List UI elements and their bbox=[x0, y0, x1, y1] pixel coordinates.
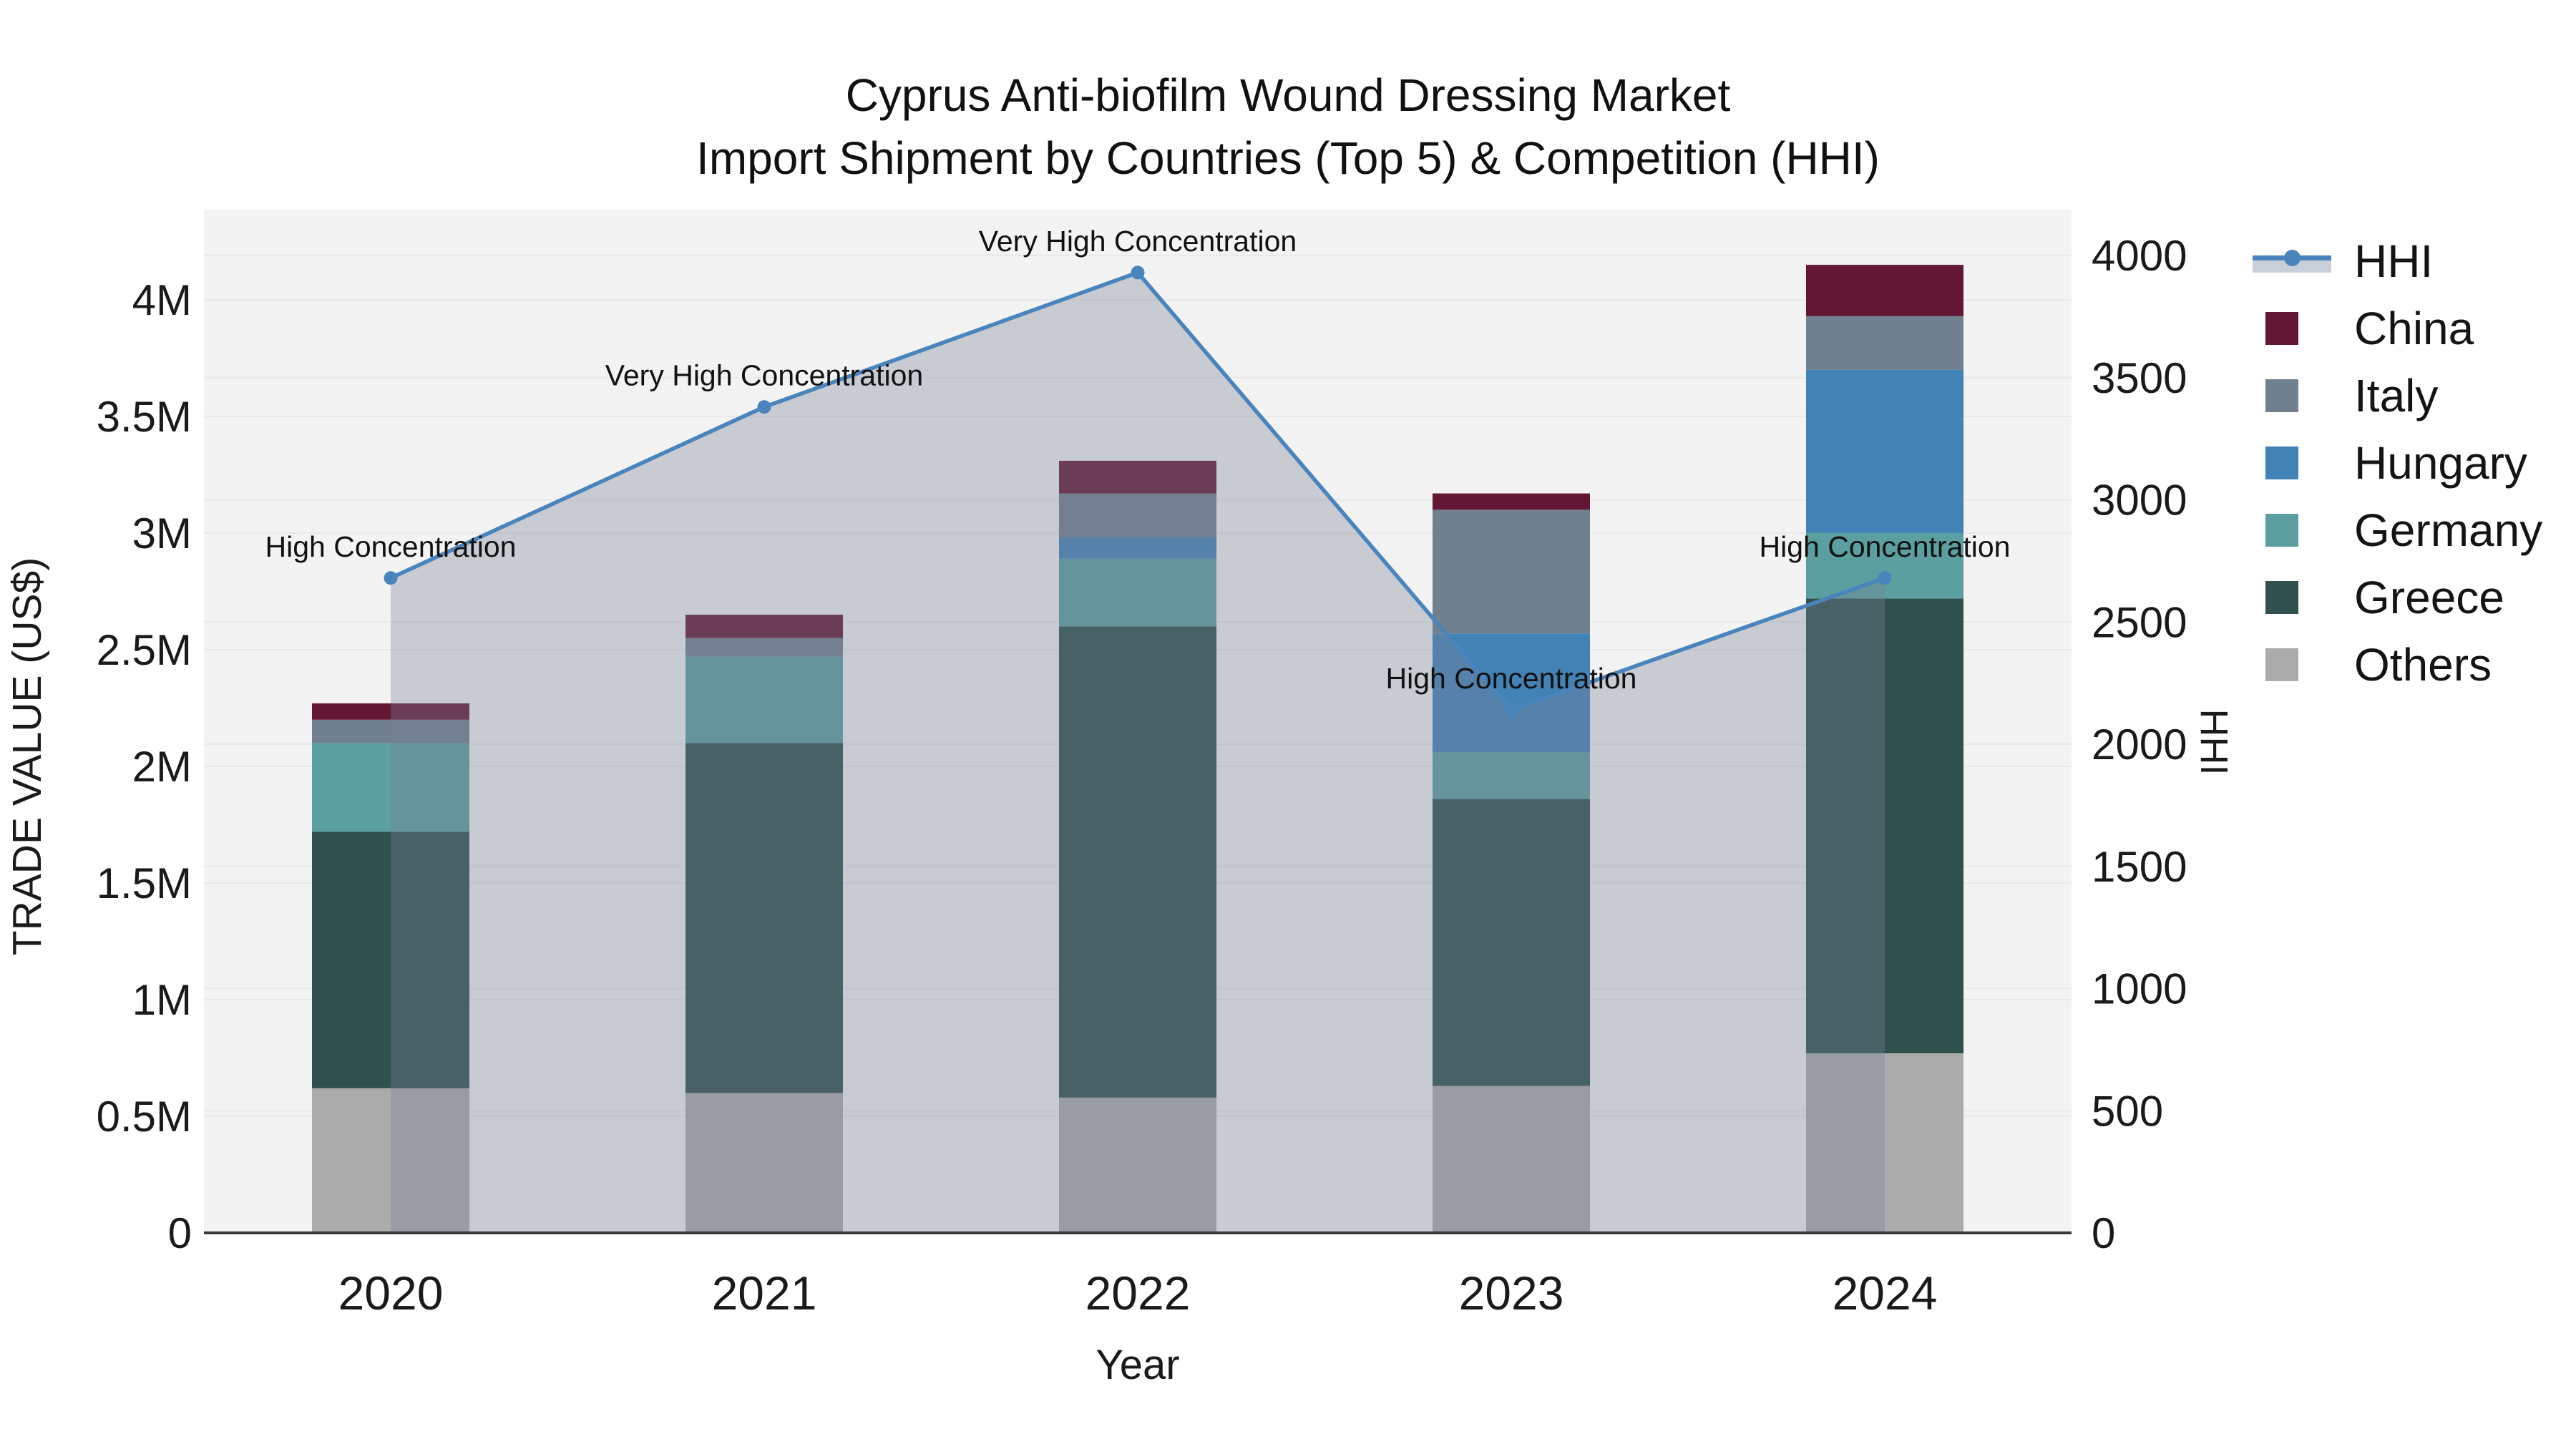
bar-segment-italy-2023[interactable] bbox=[1433, 509, 1590, 634]
bar-segment-china-2023[interactable] bbox=[1433, 493, 1590, 510]
legend-item-germany[interactable]: Germany bbox=[2253, 497, 2542, 564]
legend-label: Others bbox=[2354, 639, 2492, 691]
germany-legend-swatch bbox=[2253, 514, 2336, 547]
x-tick-label-2020: 2020 bbox=[338, 1267, 444, 1319]
italy-legend-swatch bbox=[2253, 379, 2336, 412]
legend-item-italy[interactable]: Italy bbox=[2253, 362, 2542, 429]
bar-segment-italy-2020[interactable] bbox=[312, 719, 469, 743]
legend: HHI China Italy Hungary Germany Greece Others bbox=[2253, 228, 2542, 698]
left-axis-title: TRADE VALUE (US$) bbox=[4, 557, 50, 956]
left-tick-label: 0 bbox=[168, 1209, 192, 1257]
annotation-2021: Very High Concentration bbox=[605, 359, 923, 392]
chart-title-line1: Cyprus Anti-biofilm Wound Dressing Marke… bbox=[845, 69, 1731, 121]
right-tick-label: 3000 bbox=[2092, 477, 2187, 525]
bar-segment-greece-2020[interactable] bbox=[312, 831, 469, 1088]
right-tick-label: 500 bbox=[2092, 1087, 2163, 1135]
left-tick-label: 3M bbox=[132, 509, 192, 557]
bar-segment-italy-2024[interactable] bbox=[1806, 316, 1963, 370]
left-tick-label: 2.5M bbox=[97, 626, 192, 674]
x-tick-label-2023: 2023 bbox=[1459, 1267, 1564, 1319]
hhi-marker-2022[interactable] bbox=[1131, 265, 1145, 280]
bar-segment-italy-2022[interactable] bbox=[1059, 493, 1216, 538]
x-tick-label-2021: 2021 bbox=[712, 1267, 817, 1319]
legend-item-hhi[interactable]: HHI bbox=[2253, 228, 2542, 295]
bar-segment-others-2021[interactable] bbox=[686, 1093, 843, 1233]
bar-segment-greece-2023[interactable] bbox=[1433, 799, 1590, 1086]
right-tick-label: 3500 bbox=[2092, 354, 2187, 402]
left-tick-label: 4M bbox=[132, 276, 192, 324]
legend-label: Italy bbox=[2354, 370, 2439, 421]
legend-label: HHI bbox=[2354, 235, 2434, 287]
hhi-area-fill bbox=[391, 272, 1885, 1233]
bar-segment-germany-2022[interactable] bbox=[1059, 558, 1216, 627]
bar-segment-china-2020[interactable] bbox=[312, 703, 469, 720]
bar-segment-others-2022[interactable] bbox=[1059, 1097, 1216, 1233]
legend-item-china[interactable]: China bbox=[2253, 295, 2542, 362]
left-tick-label: 3.5M bbox=[97, 393, 192, 441]
hhi-marker-2024[interactable] bbox=[1878, 571, 1892, 585]
bar-segment-others-2020[interactable] bbox=[312, 1088, 469, 1233]
bar-segment-greece-2022[interactable] bbox=[1059, 626, 1216, 1098]
bar-segment-italy-2021[interactable] bbox=[686, 638, 843, 657]
bar-segment-china-2024[interactable] bbox=[1806, 265, 1963, 316]
chart-title-line2: Import Shipment by Countries (Top 5) & C… bbox=[696, 132, 1880, 184]
bar-segment-germany-2021[interactable] bbox=[686, 656, 843, 743]
x-tick-label-2024: 2024 bbox=[1833, 1267, 1938, 1319]
left-tick-label: 1M bbox=[132, 976, 192, 1024]
x-tick-label-2022: 2022 bbox=[1085, 1267, 1191, 1319]
hhi-marker-2021[interactable] bbox=[757, 400, 771, 414]
bar-segment-china-2022[interactable] bbox=[1059, 460, 1216, 494]
annotation-2020: High Concentration bbox=[265, 530, 517, 563]
legend-label: Hungary bbox=[2354, 437, 2527, 489]
right-tick-label: 2000 bbox=[2092, 721, 2187, 769]
bar-segment-china-2021[interactable] bbox=[686, 615, 843, 638]
legend-label: Germany bbox=[2354, 504, 2543, 556]
annotation-2023: High Concentration bbox=[1386, 662, 1637, 695]
bar-segment-others-2023[interactable] bbox=[1433, 1085, 1590, 1233]
legend-item-others[interactable]: Others bbox=[2253, 631, 2542, 698]
left-tick-label: 1.5M bbox=[97, 859, 192, 907]
left-tick-label: 2M bbox=[132, 743, 192, 791]
hhi-legend-swatch bbox=[2253, 250, 2336, 273]
greece-legend-swatch bbox=[2253, 581, 2336, 614]
annotation-2022: Very High Concentration bbox=[979, 225, 1297, 258]
annotation-2024: High Concentration bbox=[1760, 530, 2011, 563]
bar-segment-greece-2021[interactable] bbox=[686, 743, 843, 1093]
right-tick-label: 4000 bbox=[2092, 232, 2187, 280]
bar-segment-germany-2020[interactable] bbox=[312, 743, 469, 832]
bar-segment-germany-2024[interactable] bbox=[1806, 533, 1963, 599]
bar-segment-greece-2024[interactable] bbox=[1806, 598, 1963, 1053]
legend-item-greece[interactable]: Greece bbox=[2253, 564, 2542, 631]
others-legend-swatch bbox=[2253, 648, 2336, 681]
bar-segment-hungary-2022[interactable] bbox=[1059, 537, 1216, 559]
bar-segment-hungary-2024[interactable] bbox=[1806, 369, 1963, 533]
hhi-marker-2023[interactable] bbox=[1504, 703, 1518, 717]
right-tick-label: 2500 bbox=[2092, 598, 2187, 646]
right-tick-label: 1000 bbox=[2092, 965, 2187, 1013]
x-axis-title: Year bbox=[1096, 1342, 1180, 1388]
right-tick-label: 1500 bbox=[2092, 843, 2187, 891]
bar-segment-others-2024[interactable] bbox=[1806, 1053, 1963, 1233]
right-axis-title: HHI bbox=[2192, 708, 2235, 776]
hhi-marker-2020[interactable] bbox=[384, 571, 398, 585]
china-legend-swatch bbox=[2253, 312, 2336, 345]
legend-label: Greece bbox=[2354, 572, 2504, 623]
left-tick-label: 0.5M bbox=[97, 1093, 192, 1141]
right-tick-label: 0 bbox=[2092, 1209, 2115, 1257]
bar-segment-germany-2023[interactable] bbox=[1433, 752, 1590, 799]
hungary-legend-swatch bbox=[2253, 447, 2336, 479]
legend-item-hungary[interactable]: Hungary bbox=[2253, 429, 2542, 497]
legend-label: China bbox=[2354, 303, 2474, 354]
